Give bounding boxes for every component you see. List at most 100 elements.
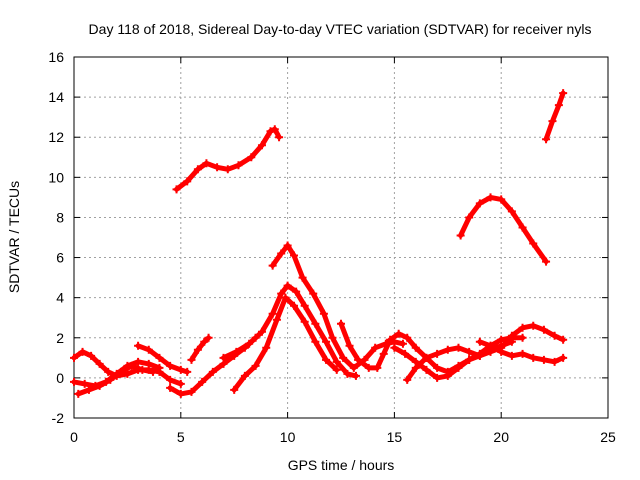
data-point	[542, 135, 551, 144]
data-point	[176, 389, 185, 398]
data-point	[465, 355, 474, 364]
data-point	[84, 385, 93, 394]
data-point	[332, 357, 341, 366]
data-point	[345, 341, 354, 350]
data-point	[290, 301, 299, 310]
data-point	[283, 241, 292, 250]
y-tick-label: 14	[48, 89, 64, 105]
data-point	[539, 355, 548, 364]
data-point	[134, 357, 143, 366]
data-point	[155, 353, 164, 362]
data-point	[371, 343, 380, 352]
data-point	[116, 367, 125, 376]
data-point	[268, 261, 277, 270]
data-point	[379, 349, 388, 358]
data-point	[95, 381, 104, 390]
data-point	[411, 343, 420, 352]
data-point	[70, 377, 78, 386]
data-point	[277, 249, 286, 258]
data-point	[332, 365, 341, 374]
data-point	[433, 363, 442, 372]
data-point	[529, 353, 538, 362]
data-point	[272, 315, 281, 324]
data-point	[559, 89, 568, 98]
data-point	[176, 379, 185, 388]
y-tick-label: 10	[48, 169, 64, 185]
data-point	[349, 363, 358, 372]
data-point	[475, 337, 484, 346]
data-point	[529, 321, 538, 330]
data-point	[234, 161, 243, 170]
x-tick-label: 5	[177, 429, 185, 445]
data-point	[300, 317, 309, 326]
data-point	[475, 351, 484, 360]
data-point	[351, 371, 360, 380]
data-point	[292, 287, 301, 296]
data-point	[200, 337, 209, 346]
data-point	[208, 367, 217, 376]
data-point	[398, 339, 407, 348]
data-point	[454, 343, 463, 352]
plot-frame	[73, 56, 609, 419]
data-point	[166, 375, 175, 384]
data-point	[343, 369, 352, 378]
data-point	[497, 195, 506, 204]
data-point	[95, 359, 104, 368]
y-tick-label: 0	[56, 370, 64, 386]
data-point	[433, 349, 442, 358]
data-point	[559, 335, 568, 344]
data-point	[193, 345, 202, 354]
data-point	[322, 355, 331, 364]
data-point	[422, 365, 431, 374]
axis-ticks: 0 5 10 15 20 25 -2 0 2 4 6 8 10 12 14 16	[48, 49, 616, 445]
data-point	[354, 355, 363, 364]
data-point	[290, 251, 299, 260]
data-point	[550, 331, 559, 340]
data-point	[386, 335, 395, 344]
data-point	[138, 365, 147, 374]
data-point	[193, 165, 202, 174]
data-point	[240, 371, 249, 380]
data-point	[127, 361, 136, 370]
data-point	[529, 239, 538, 248]
series-arc-6	[189, 335, 212, 363]
data-point	[373, 363, 382, 372]
data-point	[539, 325, 548, 334]
data-point	[144, 345, 153, 354]
data-point	[172, 185, 181, 194]
data-point	[187, 355, 196, 364]
data-point	[319, 309, 328, 318]
x-tick-label: 25	[600, 429, 616, 445]
data-point	[230, 385, 239, 394]
data-point	[559, 353, 568, 362]
data-point	[390, 343, 399, 352]
data-point	[281, 293, 290, 302]
data-point	[328, 333, 337, 342]
series-arc-15	[404, 323, 566, 383]
data-point	[70, 353, 78, 362]
data-point	[176, 365, 185, 374]
series-arc-1	[174, 126, 282, 192]
data-point	[339, 353, 348, 362]
data-point	[183, 367, 192, 376]
chart-title: Day 118 of 2018, Sidereal Day-to-day VTE…	[89, 21, 592, 37]
data-point	[251, 361, 260, 370]
data-point	[87, 351, 96, 360]
data-point	[403, 375, 412, 384]
data-point	[166, 361, 175, 370]
data-point	[166, 383, 175, 392]
data-point	[433, 373, 442, 382]
y-axis-label: SDTVAR / TECUs	[6, 181, 22, 293]
data-point	[507, 351, 516, 360]
data-point	[443, 371, 452, 380]
data-point	[223, 165, 232, 174]
data-point	[518, 333, 527, 342]
y-tick-label: 4	[56, 290, 64, 306]
data-point	[456, 231, 465, 240]
data-point	[394, 329, 403, 338]
data-point	[277, 289, 286, 298]
data-point	[187, 387, 196, 396]
data-point	[262, 343, 271, 352]
y-tick-label: 8	[56, 209, 64, 225]
